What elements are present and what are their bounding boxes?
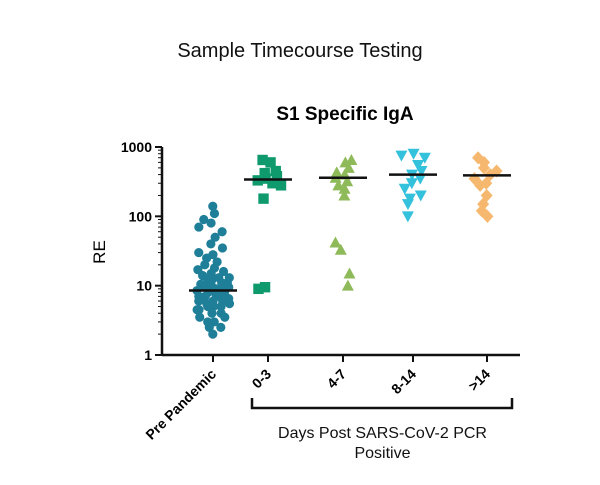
data-point xyxy=(208,329,218,339)
data-point xyxy=(220,312,230,322)
data-point xyxy=(224,299,235,309)
data-point xyxy=(207,308,217,318)
data-point xyxy=(265,157,276,168)
data-point xyxy=(418,152,431,164)
data-point xyxy=(474,178,487,192)
data-point xyxy=(275,180,287,191)
data-point xyxy=(253,283,264,295)
y-tick-label: 1000 xyxy=(121,139,152,155)
x-tick-label: >14 xyxy=(465,366,493,394)
data-point xyxy=(206,218,216,228)
data-point xyxy=(195,312,205,322)
data-point xyxy=(259,167,270,179)
data-point xyxy=(342,161,355,173)
data-point xyxy=(330,166,343,178)
x-tick-label: Pre Pandemic xyxy=(142,366,219,443)
data-point xyxy=(414,190,427,202)
grouping-label: Days Post SARS-CoV-2 PCR Positive xyxy=(278,425,487,462)
data-point xyxy=(395,150,408,162)
page-title: Sample Timecourse Testing xyxy=(177,40,423,62)
y-tick-label: 100 xyxy=(129,208,153,224)
data-points xyxy=(192,148,503,339)
data-point xyxy=(414,173,427,185)
data-point xyxy=(208,201,218,211)
data-point xyxy=(258,193,269,204)
tick-labels: 1 10 100 1000 Pre Pandemic 0-3 4-7 8-14 >14 xyxy=(121,139,493,443)
data-point xyxy=(481,209,494,223)
data-point xyxy=(210,232,220,242)
data-point xyxy=(338,189,351,201)
y-axis-label: RE xyxy=(90,240,109,264)
data-point xyxy=(194,296,204,306)
data-point xyxy=(218,266,229,277)
data-point xyxy=(206,239,216,249)
data-point xyxy=(192,305,202,315)
y-tick-label: 1 xyxy=(144,347,152,363)
data-point xyxy=(415,166,428,178)
data-point xyxy=(271,170,283,182)
data-point xyxy=(217,227,227,237)
data-point xyxy=(257,154,268,166)
data-point xyxy=(199,214,209,225)
data-point xyxy=(338,182,351,194)
data-point xyxy=(334,243,347,255)
data-point xyxy=(267,178,278,189)
data-point xyxy=(209,208,220,219)
data-point xyxy=(401,211,414,223)
data-point xyxy=(194,247,204,258)
x-tick-label: 4-7 xyxy=(323,366,349,392)
data-point xyxy=(401,199,414,211)
axes xyxy=(155,146,520,362)
data-point xyxy=(216,301,226,312)
data-point xyxy=(200,260,210,270)
data-point xyxy=(332,179,345,191)
grouping-bracket xyxy=(250,398,514,410)
data-point xyxy=(194,222,204,232)
data-point xyxy=(407,148,420,160)
median-lines xyxy=(189,173,511,292)
data-point xyxy=(203,301,213,312)
data-point xyxy=(329,236,342,248)
data-point xyxy=(216,322,226,333)
data-point xyxy=(341,279,354,291)
data-point xyxy=(477,161,490,175)
chart-title: S1 Specific IgA xyxy=(276,104,414,125)
data-point xyxy=(405,178,418,190)
data-point xyxy=(398,183,411,195)
data-point xyxy=(343,267,356,279)
y-tick-label: 10 xyxy=(136,278,152,294)
data-point xyxy=(412,160,425,172)
x-tick-label: 0-3 xyxy=(248,366,274,392)
x-tick-label: 8-14 xyxy=(388,366,419,397)
data-point xyxy=(217,243,228,253)
data-point xyxy=(259,282,271,293)
